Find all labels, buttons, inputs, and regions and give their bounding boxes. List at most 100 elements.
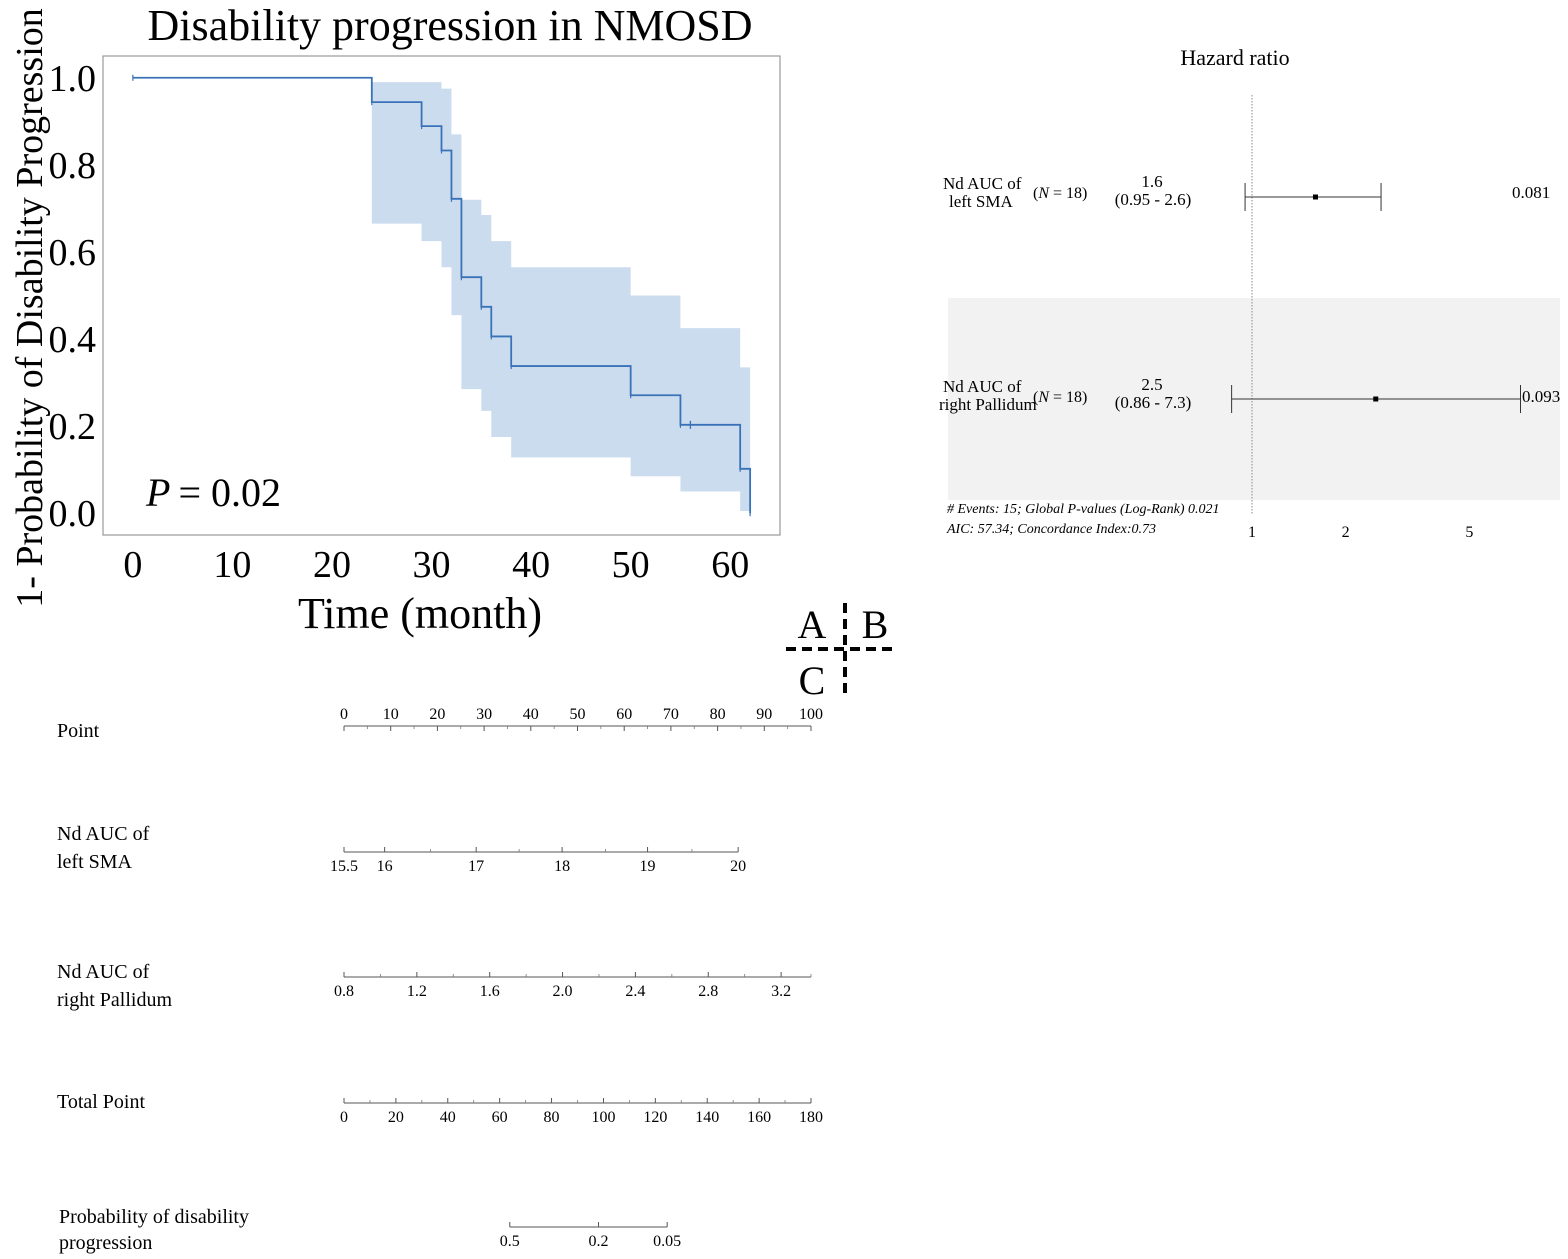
- nomo-tick-label: 140: [695, 1109, 719, 1126]
- km-x-tick-label: 60: [711, 544, 749, 586]
- forest-row1-hr: 1.6: [1141, 172, 1162, 191]
- nomo-label-left-sma-line1: Nd AUC of: [57, 823, 150, 845]
- forest-row2-n-suffix: = 18): [1049, 389, 1087, 406]
- nomo-tick-label: 2.8: [698, 983, 718, 1000]
- forest-hr-point: [1312, 194, 1318, 200]
- nomo-tick-label: 40: [440, 1109, 456, 1126]
- nomo-tick-label: 0: [340, 706, 348, 723]
- km-confidence-band: [132, 77, 751, 512]
- panel-label-c: C: [799, 658, 826, 703]
- nomo-scale-2: 0.8 1.2 1.6 2.0 2.4 2.8 3.2: [334, 972, 812, 1000]
- panel-labels: A B C: [786, 602, 895, 703]
- km-x-tick-label: 30: [413, 544, 451, 586]
- nomo-tick-label: 180: [799, 1109, 823, 1126]
- km-p-symbol: P: [145, 470, 170, 515]
- nomo-tick-label: 0.05: [653, 1233, 681, 1250]
- nomo-tick-label: 0.8: [334, 983, 354, 1000]
- forest-row1-ci-bar: [1244, 183, 1382, 211]
- forest-row2-n-symbol: N: [1037, 389, 1050, 406]
- forest-hr-point: [1373, 396, 1379, 402]
- nomo-tick-label: 16: [377, 858, 393, 875]
- nomo-tick-label: 20: [388, 1109, 404, 1126]
- km-survival-curve: [132, 74, 752, 517]
- forest-row1-n-prefix: (: [1033, 185, 1038, 202]
- nomo-label-left-sma-line2: left SMA: [57, 851, 133, 873]
- nomo-tick-label: 2.0: [553, 983, 573, 1000]
- km-y-tick-label: 0.8: [49, 145, 97, 187]
- forest-x-tick-label: 1: [1248, 524, 1256, 541]
- km-band-area: [132, 77, 751, 512]
- nomo-tick-label: 15.5: [330, 858, 358, 875]
- forest-title: Hazard ratio: [1180, 45, 1289, 70]
- forest-x-tick-label: 5: [1465, 524, 1473, 541]
- km-panel: Disability progression in NMOSD 0 10 20 30 4…: [9, 1, 781, 638]
- km-p-value: P = 0.02: [145, 470, 281, 515]
- forest-row2-n: (N = 18): [1033, 389, 1087, 406]
- km-y-tick-label: 0.0: [49, 493, 97, 535]
- nomo-label-total-point: Total Point: [57, 1091, 145, 1113]
- nomo-label-probability-line1: Probability of disability: [59, 1206, 249, 1228]
- nomo-tick-label: 80: [710, 706, 726, 723]
- nomo-tick-label: 20: [429, 706, 445, 723]
- forest-row2-label-line2: right Pallidum: [939, 395, 1037, 414]
- km-y-label: 1- Probability of Disability Progression: [9, 8, 51, 608]
- km-x-tick-label: 40: [512, 544, 550, 586]
- nomo-tick-label: 20: [730, 858, 746, 875]
- nomo-tick-label: 40: [523, 706, 539, 723]
- nomo-tick-label: 70: [663, 706, 679, 723]
- nomo-tick-label: 3.2: [771, 983, 791, 1000]
- nomo-tick-label: 120: [643, 1109, 667, 1126]
- nomo-label-right-pallidum-line2: right Pallidum: [57, 989, 172, 1011]
- forest-row1-label-line2: left SMA: [949, 192, 1013, 211]
- km-y-tick-label: 1.0: [49, 58, 97, 100]
- nomo-tick-label: 100: [591, 1109, 615, 1126]
- km-y-tick-label: 0.2: [49, 406, 97, 448]
- km-title: Disability progression in NMOSD: [148, 1, 753, 50]
- km-y-tick-label: 0.6: [49, 232, 97, 274]
- nomo-tick-label: 50: [570, 706, 586, 723]
- km-y-axis: 0.0 0.2 0.4 0.6 0.8 1.0: [49, 58, 97, 535]
- km-x-axis: 0 10 20 30 40 50 60: [123, 544, 749, 586]
- forest-row2-label-line1: Nd AUC of: [943, 377, 1022, 396]
- forest-row1-n-suffix: = 18): [1049, 185, 1087, 202]
- forest-row1-label-line1: Nd AUC of: [943, 174, 1022, 193]
- nomo-tick-label: 90: [756, 706, 772, 723]
- nomogram-scales: 0 10 20 30 40 50 60 70 80 90 100 15.5 16 17 18 19 20 0.8 1…: [330, 706, 823, 1250]
- forest-row1-ci: (0.95 - 2.6): [1115, 190, 1191, 209]
- km-p-text: = 0.02: [178, 470, 281, 515]
- nomo-label-right-pallidum-line1: Nd AUC of: [57, 961, 150, 983]
- forest-row1-p: 0.081: [1512, 183, 1550, 202]
- forest-row1-n-symbol: N: [1037, 185, 1050, 202]
- nomo-label-probability-line2: progression: [59, 1232, 152, 1254]
- nomo-tick-label: 0.2: [589, 1233, 609, 1250]
- nomo-tick-label: 60: [492, 1109, 508, 1126]
- nomo-scale-0: 0 10 20 30 40 50 60 70 80 90 100: [340, 706, 823, 731]
- nomo-tick-label: 80: [544, 1109, 560, 1126]
- forest-row2-p: 0.093: [1522, 387, 1560, 406]
- km-x-tick-label: 20: [313, 544, 351, 586]
- nomo-label-point: Point: [57, 720, 100, 742]
- km-x-tick-label: 0: [123, 544, 142, 586]
- nomo-tick-label: 0.5: [500, 1233, 520, 1250]
- nomo-tick-label: 10: [383, 706, 399, 723]
- nomo-tick-label: 160: [747, 1109, 771, 1126]
- km-y-tick-label: 0.4: [49, 319, 97, 361]
- km-plot-frame: [102, 55, 781, 536]
- nomo-tick-label: 17: [468, 858, 484, 875]
- nomo-scale-4: 0.5 0.2 0.05: [500, 1222, 681, 1250]
- forest-panel: Hazard ratio Nd AUC of left SMA (N = 18)…: [939, 45, 1560, 541]
- nomo-tick-label: 100: [799, 706, 823, 723]
- nomo-tick-label: 2.4: [625, 983, 645, 1000]
- nomo-tick-label: 18: [554, 858, 570, 875]
- km-x-tick-label: 10: [213, 544, 251, 586]
- forest-x-tick-label: 2: [1342, 524, 1350, 541]
- nomo-tick-label: 60: [616, 706, 632, 723]
- nomo-tick-label: 19: [640, 858, 656, 875]
- forest-row2-ci: (0.86 - 7.3): [1115, 393, 1191, 412]
- forest-row2-n-prefix: (: [1033, 389, 1038, 406]
- panel-label-b: B: [862, 602, 889, 647]
- nomo-tick-label: 1.6: [480, 983, 500, 1000]
- nomo-tick-label: 1.2: [407, 983, 427, 1000]
- km-x-label: Time (month): [298, 589, 542, 638]
